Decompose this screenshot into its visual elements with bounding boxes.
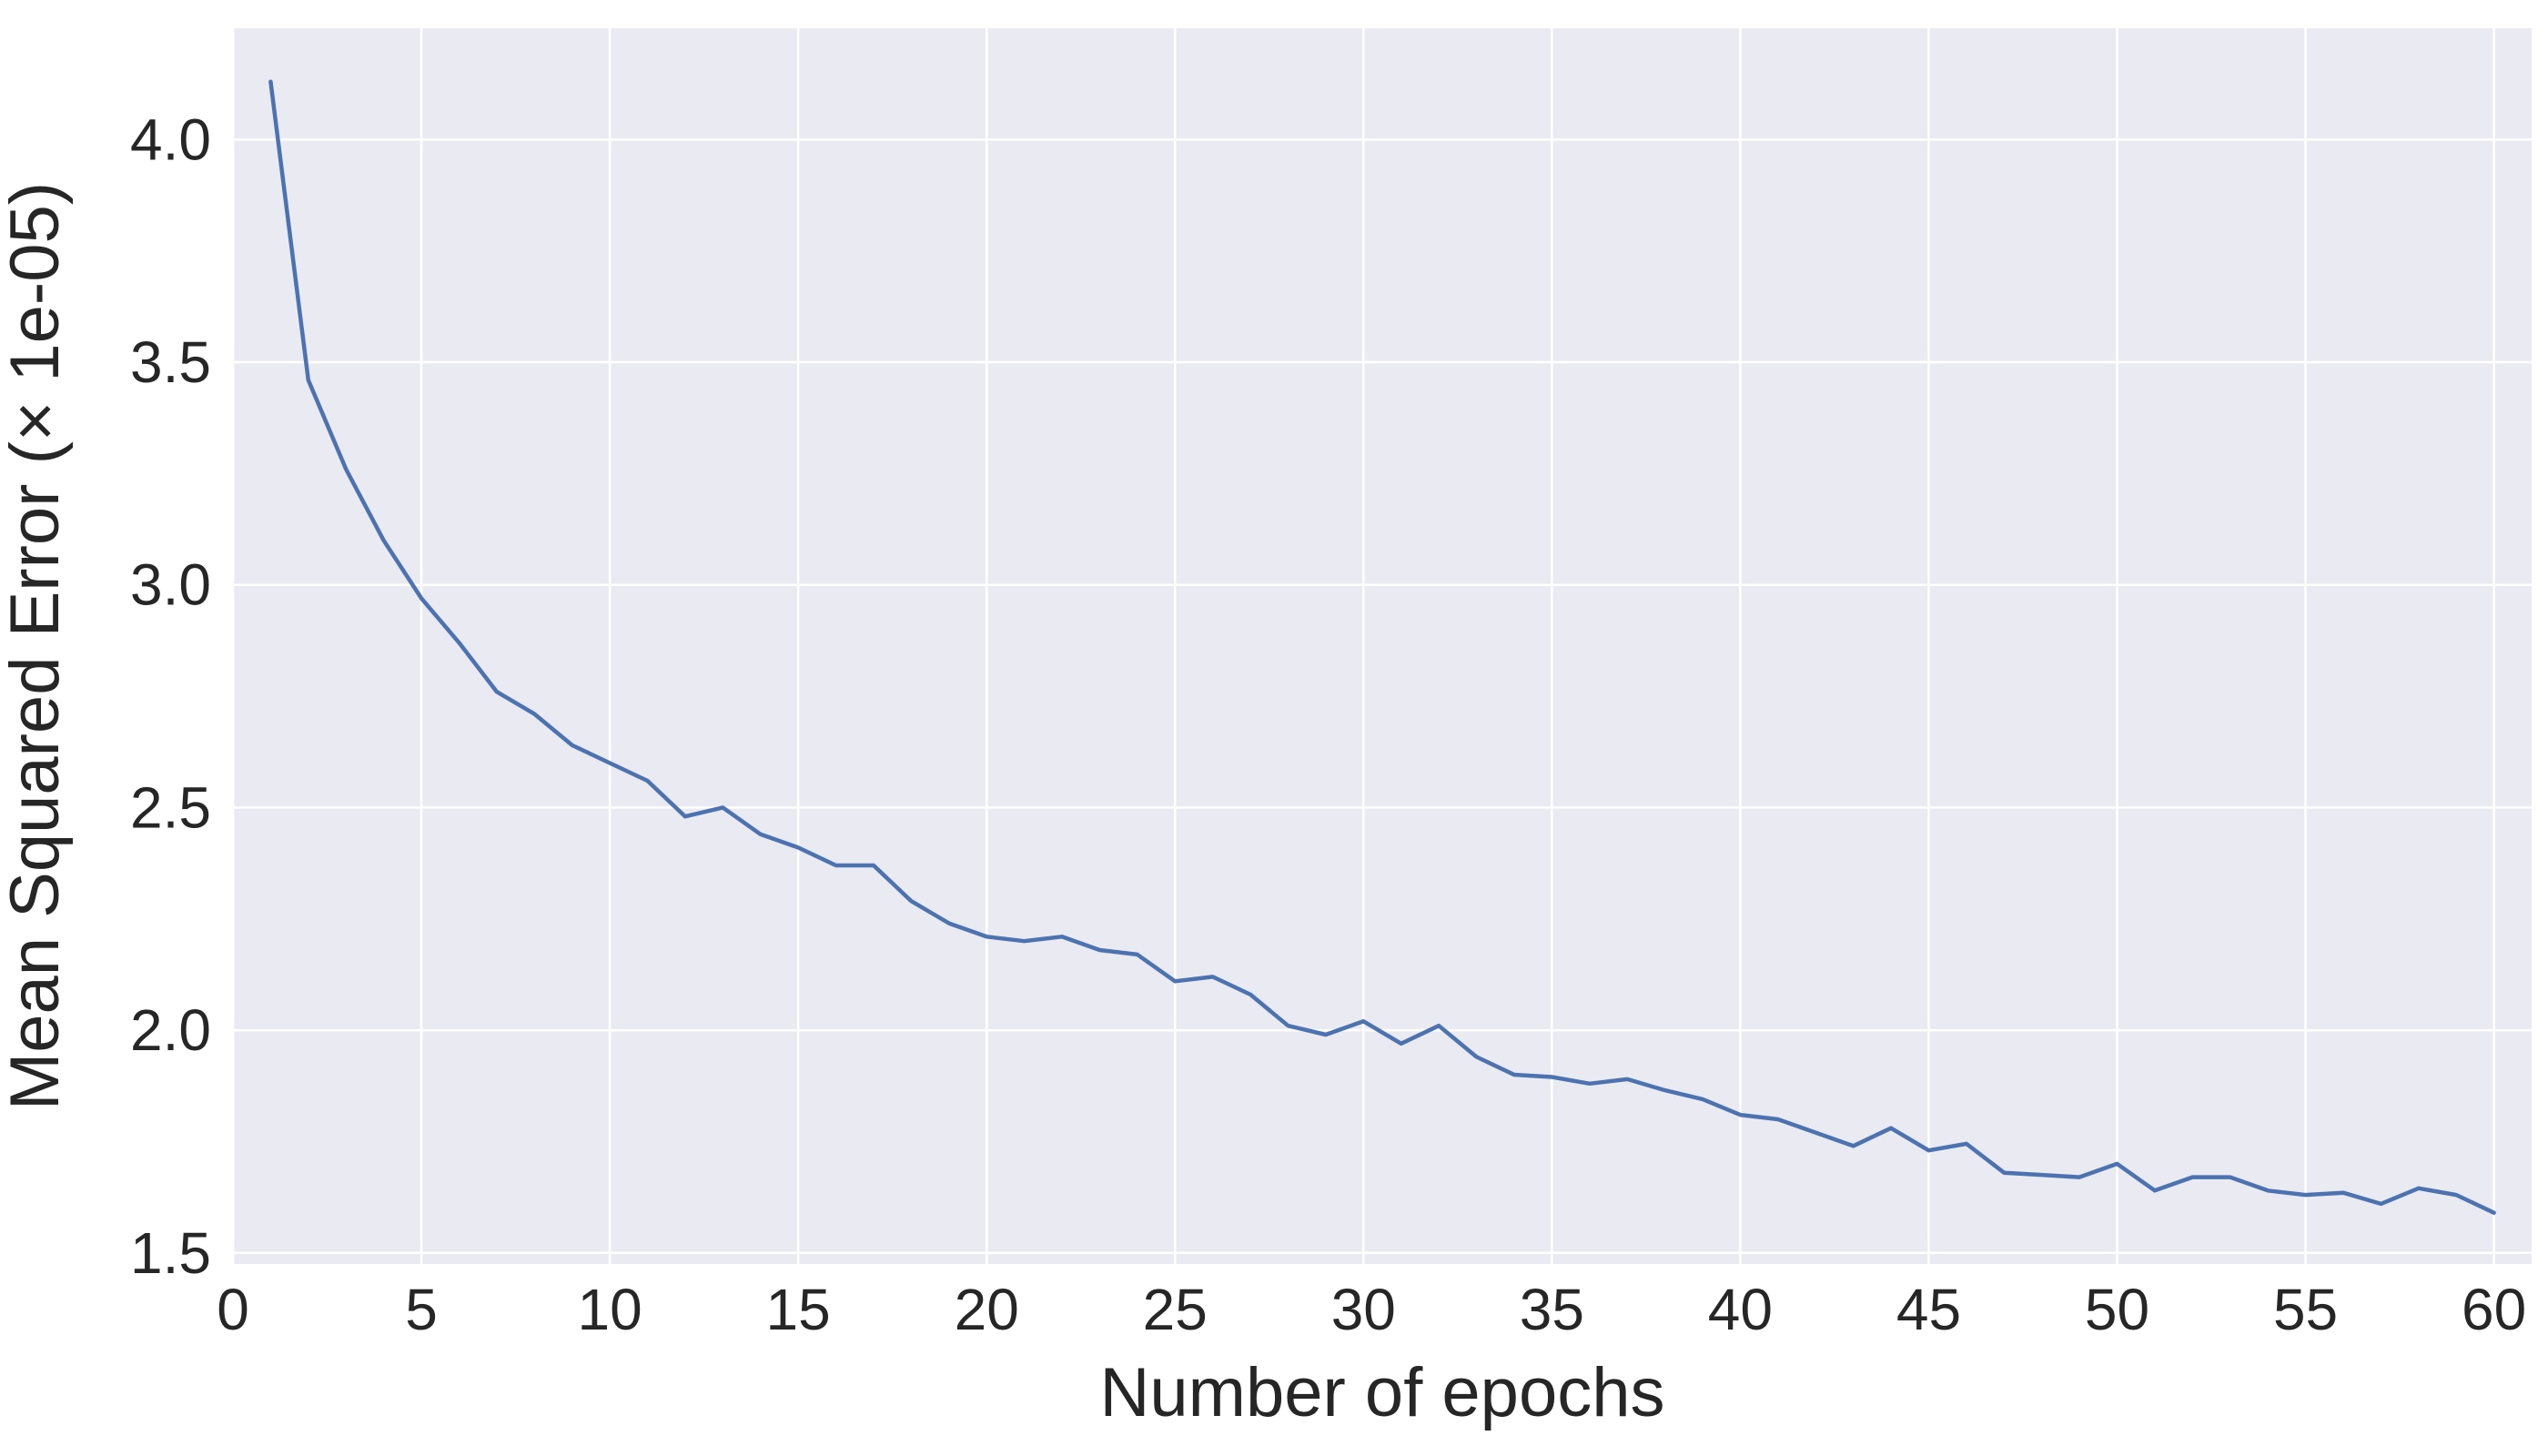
plot-background bbox=[233, 28, 2532, 1264]
y-tick-label: 3.0 bbox=[130, 552, 211, 618]
y-tick-label: 2.5 bbox=[130, 774, 211, 840]
series-line bbox=[268, 79, 2496, 1215]
y-axis-label: Mean Squared Error (× 1e-05) bbox=[0, 182, 74, 1110]
x-tick-label: 60 bbox=[2462, 1277, 2526, 1342]
x-tick-labels: 0 5 10 15 20 25 30 35 40 45 50 55 60 bbox=[217, 1277, 2526, 1342]
x-tick-label: 10 bbox=[578, 1277, 642, 1342]
x-tick-label: 0 bbox=[217, 1277, 249, 1342]
x-tick-label: 55 bbox=[2273, 1277, 2338, 1342]
x-tick-label: 35 bbox=[1520, 1277, 1584, 1342]
x-tick-label: 50 bbox=[2085, 1277, 2149, 1342]
y-tick-label: 4.0 bbox=[130, 106, 211, 172]
y-tick-label: 2.0 bbox=[130, 997, 211, 1063]
x-tick-label: 20 bbox=[955, 1277, 1019, 1342]
x-tick-label: 5 bbox=[405, 1277, 438, 1342]
y-tick-labels: 1.5 2.0 2.5 3.0 3.5 4.0 bbox=[130, 106, 211, 1285]
grid-lines bbox=[231, 28, 2532, 1264]
series-group bbox=[268, 79, 2496, 1215]
x-tick-label: 40 bbox=[1708, 1277, 1773, 1342]
y-tick-label: 3.5 bbox=[130, 329, 211, 395]
x-tick-label: 25 bbox=[1143, 1277, 1208, 1342]
x-tick-label: 45 bbox=[1896, 1277, 1961, 1342]
x-tick-label: 15 bbox=[766, 1277, 831, 1342]
y-tick-label: 1.5 bbox=[130, 1220, 211, 1286]
x-axis-label: Number of epochs bbox=[1100, 1354, 1665, 1431]
x-tick-label: 30 bbox=[1331, 1277, 1396, 1342]
